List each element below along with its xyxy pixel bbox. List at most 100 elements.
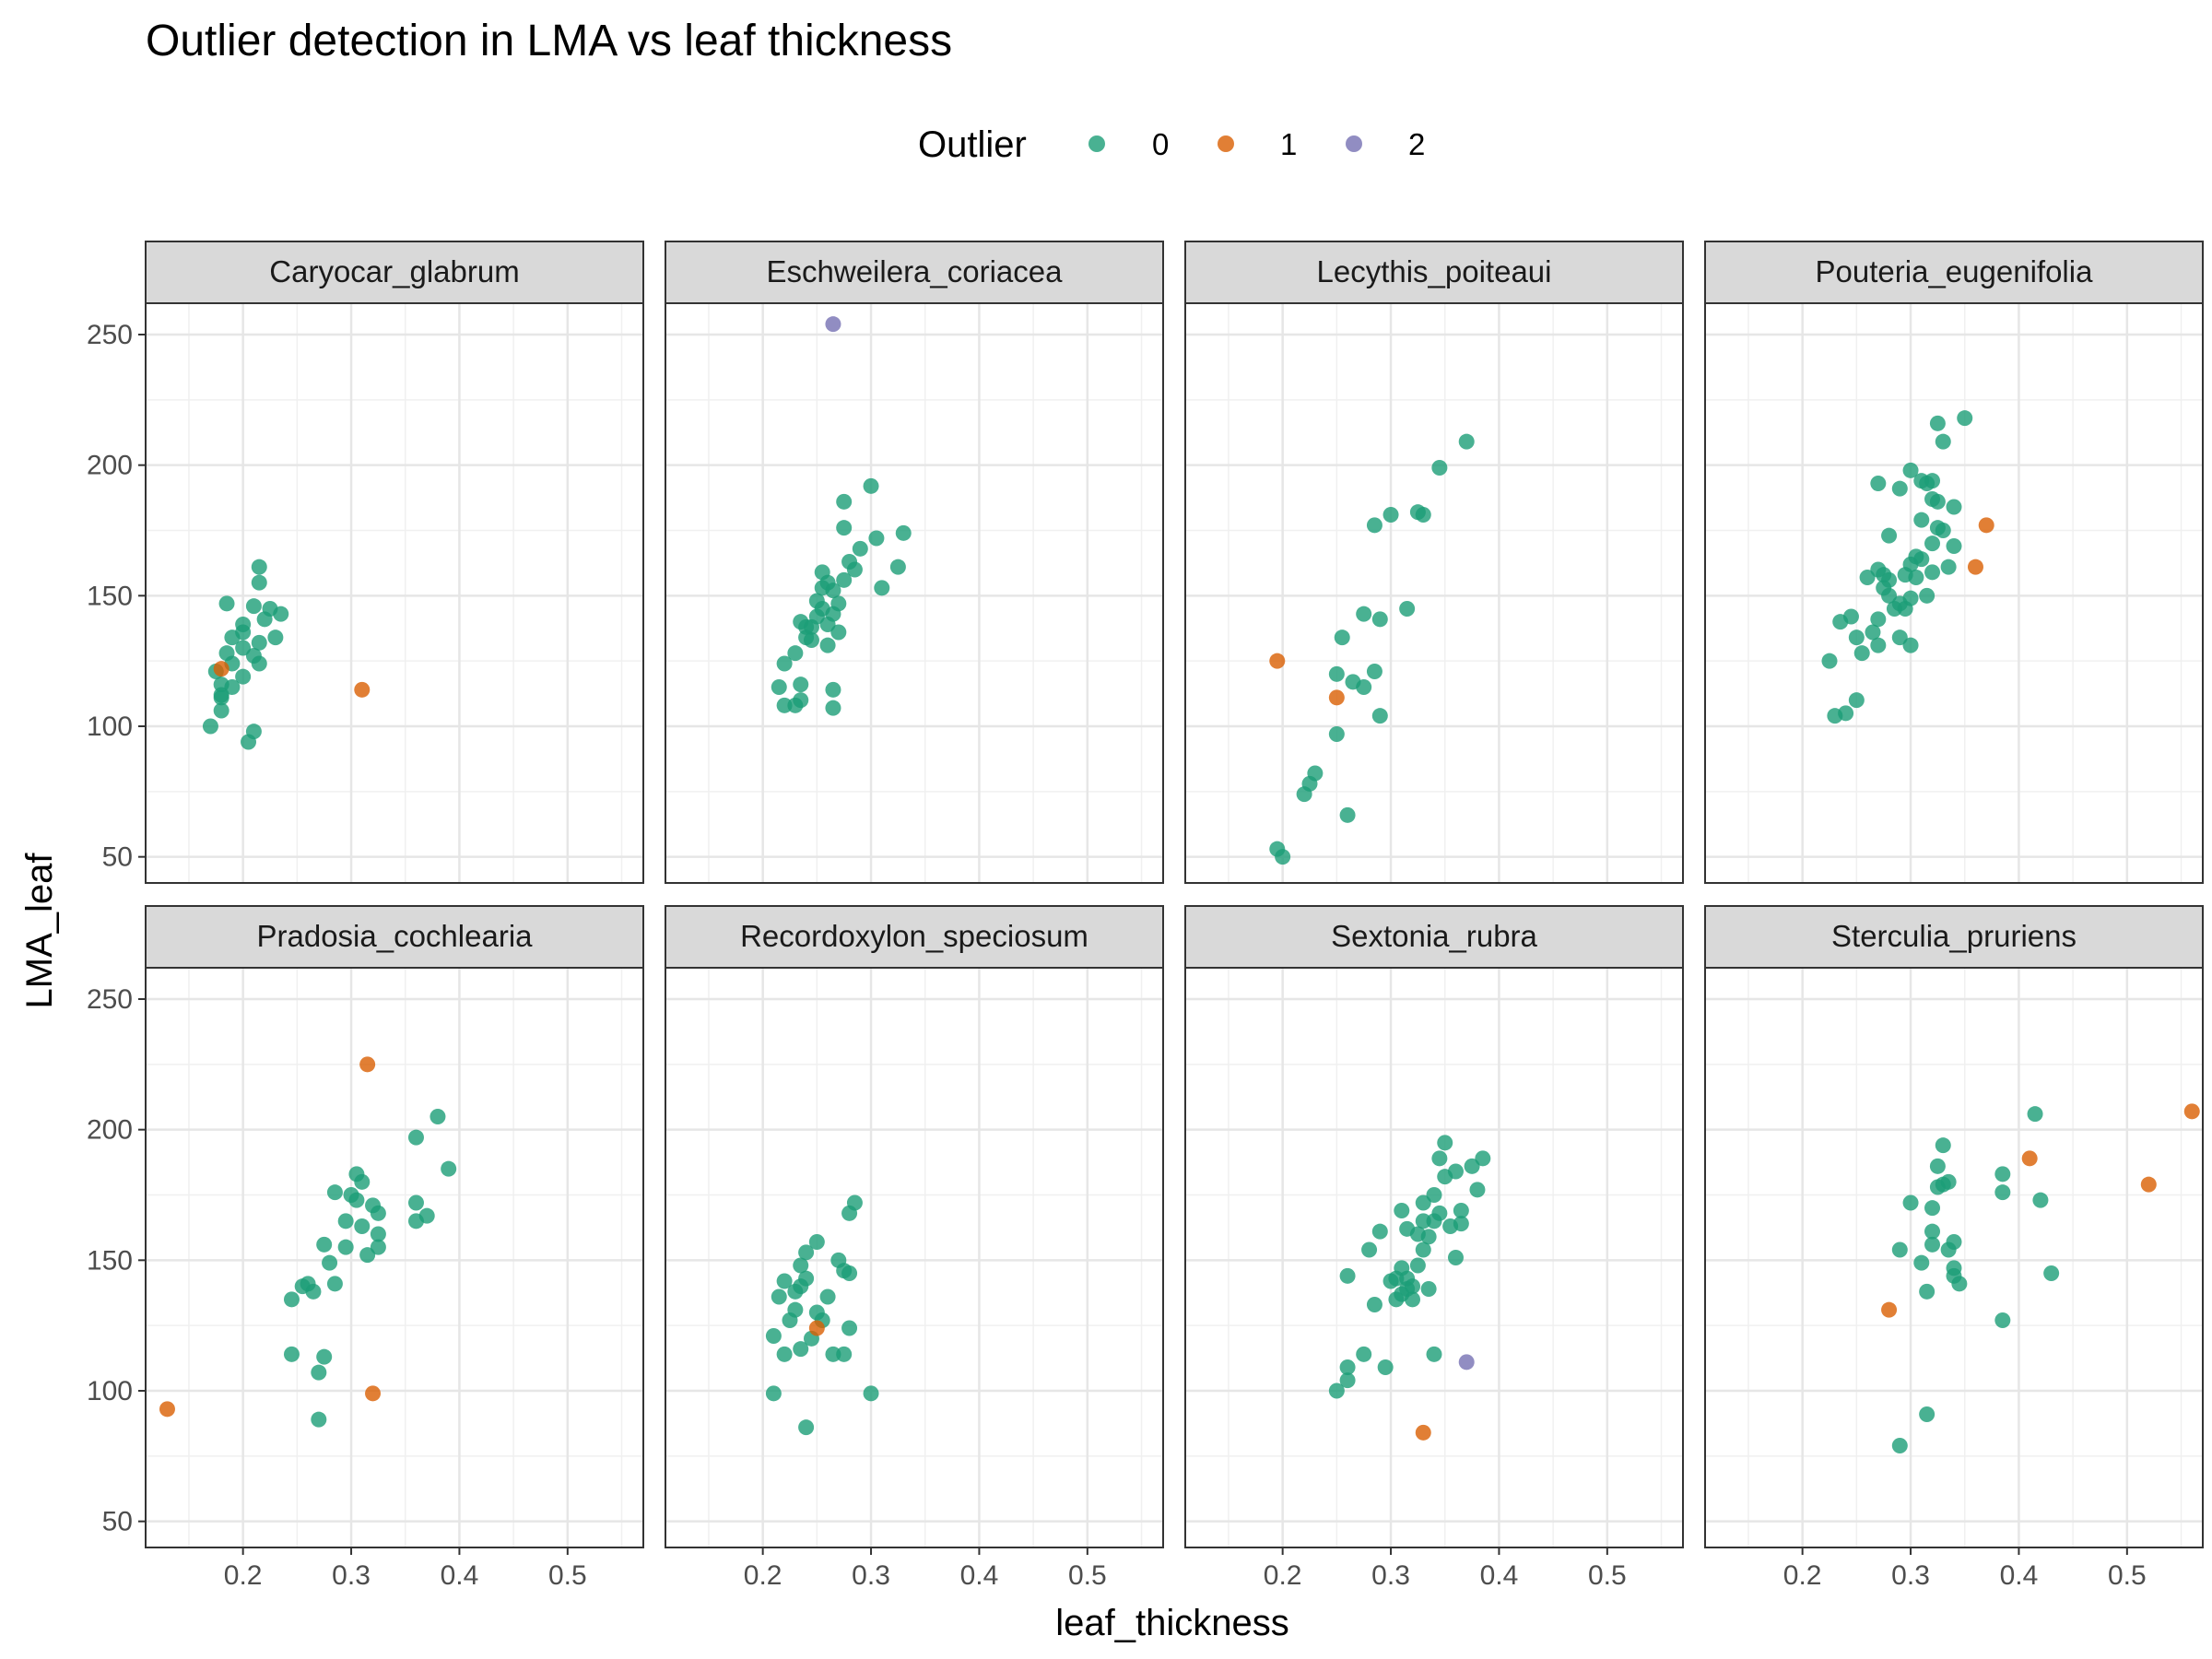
x-tick-label: 0.3	[1891, 1560, 1930, 1591]
data-point-outlier-1	[1415, 1424, 1431, 1441]
data-point-outlier-0	[1902, 1194, 1919, 1211]
data-point-outlier-0	[337, 1239, 354, 1255]
data-point-outlier-0	[1334, 629, 1350, 646]
data-point-outlier-0	[1328, 1382, 1345, 1399]
data-point-outlier-0	[1426, 1346, 1442, 1362]
panel-border	[145, 302, 644, 884]
data-point-outlier-0	[1924, 491, 1941, 507]
data-point-outlier-0	[836, 520, 853, 536]
data-point-outlier-0	[1924, 1223, 1941, 1240]
y-axis-title: LMA_leaf	[19, 853, 60, 1009]
data-point-outlier-0	[1940, 1173, 1957, 1190]
data-point-outlier-0	[370, 1239, 386, 1255]
data-point-outlier-0	[787, 1301, 804, 1318]
y-tick-label: 100	[87, 712, 133, 742]
data-point-outlier-0	[819, 637, 836, 653]
data-point-outlier-0	[1919, 1283, 1936, 1300]
panel-border	[665, 967, 1164, 1548]
legend-label-0: 0	[1152, 127, 1169, 161]
data-point-outlier-0	[235, 640, 252, 656]
data-point-outlier-0	[1919, 1406, 1936, 1422]
y-tick-label: 200	[87, 451, 133, 481]
data-point-outlier-0	[354, 1218, 371, 1234]
facet-strip-label: Caryocar_glabrum	[269, 254, 519, 288]
data-point-outlier-0	[1328, 726, 1345, 742]
facet-strip	[145, 241, 644, 304]
data-point-outlier-0	[1453, 1203, 1469, 1218]
data-point-outlier-0	[251, 634, 267, 651]
y-tick-label: 250	[87, 320, 133, 350]
data-point-outlier-0	[1447, 1250, 1464, 1265]
facet-strip-label: Sterculia_pruriens	[1831, 919, 2077, 953]
facet-strip	[1184, 905, 1684, 969]
y-tick-label: 250	[87, 984, 133, 1015]
data-point-outlier-0	[213, 702, 229, 719]
data-point-outlier-0	[1371, 1223, 1388, 1240]
data-point-outlier-0	[1339, 1267, 1356, 1284]
data-point-outlier-0	[1339, 806, 1356, 823]
data-point-outlier-1	[2183, 1103, 2200, 1120]
data-point-outlier-0	[798, 618, 815, 635]
data-point-outlier-0	[1469, 1182, 1486, 1198]
data-point-outlier-0	[1913, 551, 1930, 568]
data-point-outlier-0	[1891, 1438, 1908, 1453]
data-point-outlier-0	[863, 1385, 879, 1402]
data-point-outlier-0	[1848, 629, 1865, 646]
data-point-outlier-0	[273, 606, 289, 622]
facet-strip	[665, 241, 1164, 304]
data-point-outlier-0	[1924, 535, 1941, 552]
facet-strip	[1704, 905, 2204, 969]
data-point-outlier-0	[1946, 1234, 1962, 1250]
data-point-outlier-0	[793, 692, 809, 709]
y-tick-label: 50	[102, 1507, 133, 1537]
data-point-outlier-0	[1356, 606, 1372, 622]
data-point-outlier-0	[1307, 765, 1324, 782]
data-point-outlier-0	[441, 1160, 457, 1177]
facet-eschweilera-coriacea: Eschweilera_coriacea	[665, 241, 1164, 884]
data-point-outlier-0	[1415, 507, 1431, 523]
data-point-outlier-0	[1913, 512, 1930, 528]
data-point-outlier-0	[305, 1283, 322, 1300]
data-point-outlier-0	[1339, 1359, 1356, 1375]
x-tick-label: 0.3	[1371, 1560, 1410, 1591]
data-point-outlier-0	[1957, 410, 1973, 427]
data-point-outlier-0	[370, 1205, 386, 1221]
data-point-outlier-0	[1902, 462, 1919, 478]
data-point-outlier-0	[316, 1236, 333, 1253]
data-point-outlier-1	[808, 1320, 825, 1336]
data-point-outlier-0	[1399, 601, 1416, 617]
data-point-outlier-0	[213, 687, 229, 703]
data-point-outlier-0	[1891, 1241, 1908, 1258]
data-point-outlier-0	[771, 1288, 787, 1305]
y-tick-label: 50	[102, 842, 133, 873]
facet-strip	[1704, 241, 2204, 304]
data-point-outlier-0	[1361, 1241, 1378, 1258]
data-point-outlier-0	[326, 1184, 343, 1201]
data-point-outlier-0	[1371, 708, 1388, 724]
data-point-outlier-0	[202, 718, 218, 735]
data-point-outlier-0	[1366, 517, 1382, 534]
data-point-outlier-0	[1339, 1372, 1356, 1389]
y-tick-label: 200	[87, 1115, 133, 1146]
data-point-outlier-0	[1371, 611, 1388, 628]
data-point-outlier-0	[370, 1226, 386, 1242]
x-tick-label: 0.4	[441, 1560, 479, 1591]
data-point-outlier-0	[1924, 564, 1941, 581]
data-point-outlier-0	[326, 1276, 343, 1292]
x-tick-label: 0.2	[1783, 1560, 1822, 1591]
data-point-outlier-0	[337, 1213, 354, 1230]
facet-strip-label: Lecythis_poiteaui	[1316, 254, 1551, 288]
data-point-outlier-0	[868, 530, 885, 547]
data-point-outlier-0	[407, 1129, 424, 1146]
data-point-outlier-0	[852, 540, 868, 557]
facet-strip-label: Sextonia_rubra	[1331, 919, 1537, 953]
data-point-outlier-0	[2032, 1192, 2049, 1208]
data-point-outlier-0	[1394, 1203, 1410, 1218]
legend-label-2: 2	[1408, 127, 1425, 161]
data-point-outlier-0	[814, 564, 830, 581]
data-point-outlier-0	[863, 477, 879, 494]
data-point-outlier-1	[1269, 653, 1286, 669]
data-point-outlier-0	[1431, 460, 1448, 476]
data-point-outlier-0	[825, 582, 841, 599]
data-point-outlier-0	[1447, 1163, 1464, 1180]
